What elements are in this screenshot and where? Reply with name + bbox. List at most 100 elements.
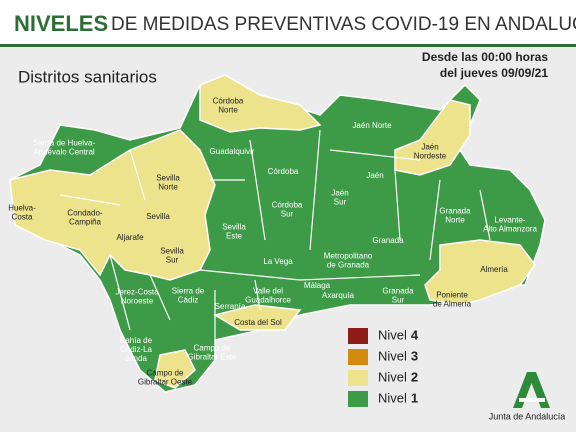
region-border (59, 194, 121, 206)
region-label: Serranía (215, 302, 246, 311)
region-label: Sur (334, 198, 347, 207)
logo-mark (513, 372, 550, 408)
region-area (213, 304, 302, 331)
region-area (199, 74, 322, 133)
region-label: Córdoba (268, 167, 299, 176)
region-label: Cádiz-La (120, 345, 153, 354)
title-bold: NIVELES (14, 11, 108, 36)
legend-number: 4 (411, 327, 419, 342)
region-label: Sevilla (222, 223, 246, 232)
region-area (424, 239, 536, 306)
logo: Junta de Andalucía (489, 372, 566, 421)
legend-label: Nivel (378, 348, 407, 363)
logo-text: Junta de Andalucía (489, 411, 566, 421)
region-border (429, 179, 441, 261)
region-label: Sevilla (156, 174, 180, 183)
region-label: Nordeste (414, 152, 447, 161)
region-border (309, 129, 321, 251)
region-border (249, 139, 266, 241)
region-label: Granada (382, 287, 414, 296)
region-label: Noroeste (121, 297, 154, 306)
region-label: Jerez-Costa (115, 288, 159, 297)
region-label: Norte (218, 106, 238, 115)
legend-swatch (348, 391, 368, 407)
legend-label: Nivel (378, 369, 407, 384)
region-label: Jaén Norte (352, 121, 392, 130)
region-label: Almería (480, 265, 508, 274)
legend-swatch (348, 328, 368, 344)
region-label: Norte (445, 216, 465, 225)
region-label: Sur (281, 210, 294, 219)
region-label: Sierra de (172, 287, 205, 296)
legend-number: 2 (411, 369, 418, 384)
region-label: Huelva- (8, 204, 36, 213)
region-label: Jaén (421, 143, 438, 152)
legend-swatch (348, 349, 368, 365)
region-label: Condado- (67, 209, 102, 218)
region-label: Valle del (253, 287, 283, 296)
region-border (149, 274, 171, 321)
region-label: Sur (392, 296, 405, 305)
legend-label: Nivel (378, 327, 407, 342)
legend-number: 3 (411, 348, 418, 363)
date-line: del jueves 09/09/21 (440, 66, 548, 80)
region-label: de Almería (433, 300, 472, 309)
region-label: La Vega (263, 257, 293, 266)
region-border (329, 149, 421, 161)
title-rest: DE MEDIDAS PREVENTIVAS COVID-19 EN ANDAL… (111, 14, 576, 35)
region-label: Costa (12, 213, 33, 222)
region-label: Levante- (494, 216, 525, 225)
region-label: Córdoba (272, 201, 303, 210)
legend-swatch (348, 370, 368, 386)
region-label: Campo de (194, 344, 231, 353)
region-area (394, 99, 471, 176)
region-label: Janda (125, 354, 147, 363)
region-label: Sevilla (160, 247, 184, 256)
region-label: Costa del Sol (234, 318, 282, 327)
region-label: Alto Almanzora (483, 225, 537, 234)
region-label: Cádiz (178, 296, 198, 305)
region-border (479, 189, 491, 241)
legend-label: Nivel (378, 390, 407, 405)
region-label: Gibraltar Este (188, 353, 237, 362)
header-rule (0, 44, 576, 47)
region-label: Gibraltar Oeste (138, 378, 193, 387)
logo-bar (519, 398, 545, 402)
region-label: de Granada (327, 261, 370, 270)
subtitle: Distritos sanitarios (18, 67, 157, 86)
region-border (254, 279, 261, 311)
region-label: Este (226, 232, 243, 241)
region-label: Poniente (436, 291, 468, 300)
region-label: Sierra de Huelva- (33, 139, 96, 148)
legend-number: 1 (411, 390, 418, 405)
region-label: Granada (439, 207, 471, 216)
date-line: Desde las 00:00 horas (422, 50, 548, 64)
region-label: Córdoba (213, 97, 244, 106)
region-label: Jaén (366, 171, 383, 180)
region-label: Granada (372, 236, 404, 245)
region-label: Guadalhorce (245, 296, 291, 305)
region-border (129, 149, 146, 201)
region-label: Axarquía (322, 291, 355, 300)
region-border (199, 269, 301, 281)
region-label: Metropolitano (324, 252, 373, 261)
region-border (394, 169, 401, 241)
region-label: Campo de (147, 369, 184, 378)
region-label: Andévalo Central (33, 148, 95, 157)
region-label: Norte (158, 183, 178, 192)
region-border (109, 254, 131, 331)
region-label: Sur (166, 256, 179, 265)
region-label: Aljarafe (116, 233, 144, 242)
region-label: Campiña (69, 218, 102, 227)
region-label: Guadalquivir (210, 147, 255, 156)
region-border (299, 274, 421, 281)
region-area (154, 349, 196, 389)
region-label: Bahía de (120, 336, 153, 345)
legend: Nivel 4 Nivel 3 Nivel 2 Nivel 1 (348, 327, 419, 407)
region-label: Málaga (304, 281, 331, 290)
region-label: Sevilla (146, 212, 170, 221)
header-band (0, 0, 576, 46)
region-label: Jaén (331, 189, 348, 198)
